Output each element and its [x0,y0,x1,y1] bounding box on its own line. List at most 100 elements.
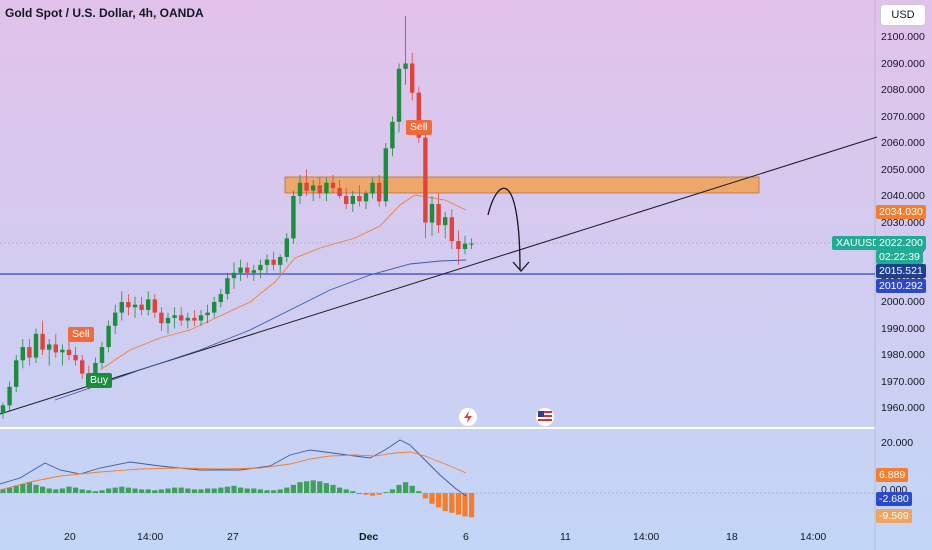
histogram-bar [304,481,310,493]
histogram-bar [257,489,263,493]
candle-body [80,360,85,374]
histogram-bar [46,488,52,493]
candle-body [238,267,243,273]
candlestick-series[interactable] [0,15,474,419]
candle-body [146,299,151,310]
lightning-icon[interactable] [458,407,478,427]
candle-body [304,182,309,191]
histogram-bar [59,488,65,493]
histogram-bar [403,482,409,493]
candle-body [324,182,329,194]
candle-body [258,264,263,271]
histogram-bar [264,490,270,493]
currency-button[interactable]: USD [880,4,926,26]
candle-body [429,203,435,223]
histogram-bar [343,489,349,493]
histogram-bar [139,489,145,493]
candle-body [390,121,395,149]
indicator-orange-line [0,451,467,491]
candle-body [132,304,138,308]
histogram-bar [436,493,442,508]
candle-body [113,312,118,326]
indicator-value-a: 6.889 [876,468,909,482]
candle-body [205,312,210,316]
histogram-bar [119,486,125,493]
candle-body [119,302,124,313]
candle-body [469,243,474,245]
buy-signal-tag[interactable]: Buy [86,373,113,388]
histogram-bar [370,493,376,496]
sma-orange [99,194,467,371]
us-flag-icon[interactable] [535,407,555,427]
candle-body [357,196,362,202]
price-tick: 2100.000 [881,31,925,43]
time-tick: 18 [726,531,738,543]
resistance-zone[interactable] [284,176,760,194]
candle-body [370,182,375,194]
histogram-bar [337,487,343,493]
histogram-bar [455,493,461,515]
histogram-bar [73,487,79,493]
price-tick: 2040.000 [881,190,925,202]
histogram-bar [33,484,39,493]
ma-orange-price-tag: 2034.030 [876,205,926,219]
price-tick: 2090.000 [881,57,925,70]
price-tick: 2030.000 [881,216,925,229]
candle-body [311,185,316,191]
histogram-bar [191,489,197,493]
candle-body [192,317,197,321]
histogram-bar [26,482,32,493]
candle-body [93,362,98,382]
candle-body [423,137,428,223]
histogram-bar [79,489,85,493]
sma-blue [54,259,467,401]
sell-signal-tag[interactable]: Sell [68,327,94,342]
histogram-bar [469,493,475,518]
candle-body [27,347,32,358]
sell-signal-tag-2[interactable]: Sell [406,120,432,135]
histogram-bar [290,484,296,493]
candle-body [317,185,322,194]
indicator-blue-line [0,439,467,497]
histogram-bar [145,489,151,493]
indicator-value-b: -2.680 [876,492,912,506]
price-tick: 1970.000 [881,375,925,388]
histogram-bar [297,482,303,493]
candle-body [410,63,415,93]
histogram-bar [317,481,323,493]
histogram-bar [462,493,468,517]
histogram-bar [205,488,211,493]
indicator-pane[interactable] [0,439,475,518]
histogram-bar [112,487,118,493]
histogram-bar [416,491,422,493]
candle-body [73,355,78,361]
candle-body [66,349,72,355]
candle-body [456,241,461,249]
price-tick: 2000.000 [881,296,925,308]
price-tick: 2080.000 [881,84,925,96]
support-price-tag: 2010.292 [876,279,926,293]
price-tick: 2060.000 [881,137,925,149]
candle-body [47,344,52,350]
histogram-bar [284,487,290,493]
histogram-bar [244,488,250,493]
indicator-tick-top: 20.000 [881,437,914,449]
candle-body [218,294,223,302]
histogram-bar [125,487,131,493]
candle-body [99,347,105,363]
candle-body [443,217,448,226]
candle-body [337,188,342,196]
time-tick: 14:00 [137,531,164,543]
price-tick: 1960.000 [881,402,925,414]
candle-body [40,333,45,350]
histogram-bar [40,486,46,493]
candle-body [436,203,441,226]
histogram-bar [13,485,19,493]
candle-body [251,270,256,273]
histogram-bar [330,484,336,493]
histogram-bar [7,487,13,493]
histogram-bar [165,488,171,493]
candle-body [126,302,131,308]
